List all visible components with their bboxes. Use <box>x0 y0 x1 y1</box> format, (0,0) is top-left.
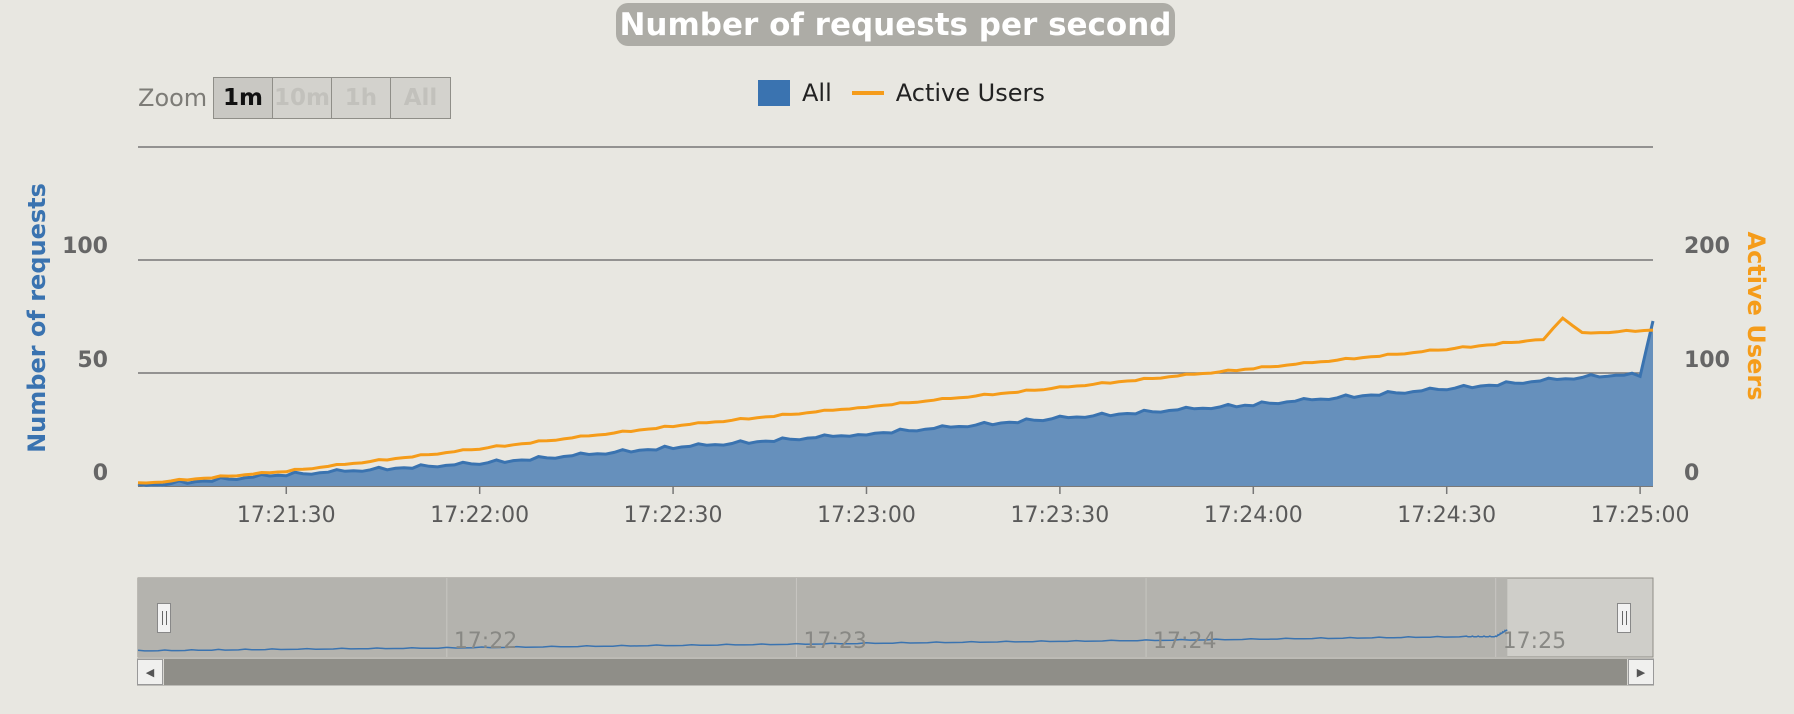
y-left-tick-label: 100 <box>62 234 108 259</box>
x-tick-label: 17:21:30 <box>236 503 336 528</box>
scrollbar-thumb[interactable] <box>164 659 1627 685</box>
x-tick-label: 17:22:30 <box>623 503 723 528</box>
scroll-right-arrow[interactable]: ▶ <box>1628 659 1654 685</box>
series-all-line <box>137 320 1655 487</box>
series-active-users-line <box>137 316 1654 485</box>
navigator-series-line <box>137 629 1508 652</box>
y-left-tick-label: 0 <box>92 461 108 486</box>
x-tick-label: 17:25:00 <box>1590 503 1690 528</box>
zoom-label: Zoom <box>138 84 208 112</box>
legend-swatch-active-users <box>851 91 884 95</box>
navigator-tick-label: 17:25 <box>1502 629 1567 654</box>
legend-label-all: All <box>802 79 832 107</box>
y-right-tick-label: 100 <box>1684 348 1730 373</box>
series-all-area <box>138 321 1653 486</box>
series-layer <box>137 316 1655 487</box>
scroll-left-arrow[interactable]: ◀ <box>137 659 163 685</box>
x-tick-label: 17:24:00 <box>1203 503 1303 528</box>
legend-item-all[interactable]: All <box>758 79 832 107</box>
y-right-tick-label: 0 <box>1684 461 1700 486</box>
x-tick-label: 17:23:00 <box>817 503 916 528</box>
legend-item-active-users[interactable]: Active Users <box>851 79 1045 107</box>
y-axis-left-title: Number of requests <box>23 183 51 453</box>
zoom-1h-button[interactable]: 1h <box>332 78 391 118</box>
y-axis-right-title: Active Users <box>1742 231 1770 401</box>
legend-label-active-users: Active Users <box>895 79 1045 107</box>
y-right-tick-label: 200 <box>1684 234 1730 259</box>
navigator-right-handle[interactable] <box>1617 603 1631 633</box>
y-left-tick-label: 50 <box>77 348 108 373</box>
navigator-left-handle[interactable] <box>157 603 171 633</box>
navigator-layer <box>137 577 1654 658</box>
x-tick-label: 17:23:30 <box>1010 503 1110 528</box>
legend-swatch-all <box>758 80 790 106</box>
navigator-tick-label: 17:24 <box>1153 629 1217 654</box>
navigator-tick-label: 17:23 <box>803 629 867 654</box>
zoom-10m-button[interactable]: 10m <box>273 78 332 118</box>
x-tick-label: 17:24:30 <box>1397 503 1497 528</box>
zoom-button-group: 1m 10m 1h All <box>213 77 451 119</box>
navigator-tick-label: 17:22 <box>453 629 518 654</box>
chart-title: Number of requests per second <box>616 3 1175 46</box>
zoom-1m-button[interactable]: 1m <box>214 78 273 118</box>
x-tick-label: 17:22:00 <box>430 503 530 528</box>
zoom-all-button[interactable]: All <box>403 85 438 111</box>
legend: All Active Users <box>758 78 1065 108</box>
